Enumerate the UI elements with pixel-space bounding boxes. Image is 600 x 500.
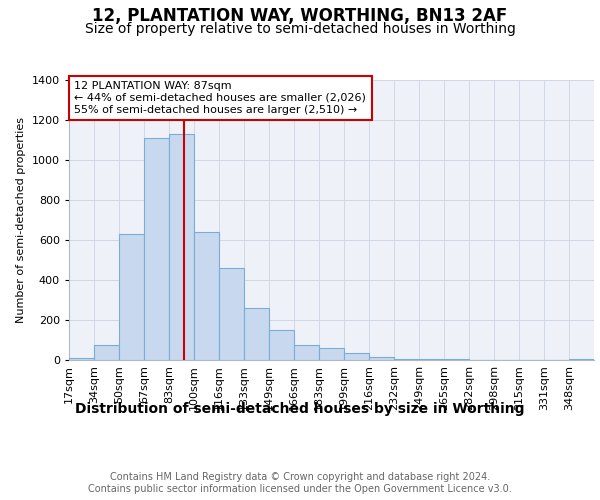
Y-axis label: Number of semi-detached properties: Number of semi-detached properties [16,117,26,323]
Bar [194,232,219,360]
Bar [319,348,344,360]
Bar [369,358,394,360]
Text: 12 PLANTATION WAY: 87sqm
← 44% of semi-detached houses are smaller (2,026)
55% o: 12 PLANTATION WAY: 87sqm ← 44% of semi-d… [74,82,366,114]
Bar [344,353,369,360]
Text: Size of property relative to semi-detached houses in Worthing: Size of property relative to semi-detach… [85,22,515,36]
Bar [569,359,594,360]
Text: Distribution of semi-detached houses by size in Worthing: Distribution of semi-detached houses by … [75,402,525,416]
Bar [169,134,194,360]
Text: Contains HM Land Registry data © Crown copyright and database right 2024.
Contai: Contains HM Land Registry data © Crown c… [88,472,512,494]
Bar [244,308,269,360]
Bar [119,234,144,360]
Bar [94,345,119,360]
Bar [269,330,294,360]
Bar [294,345,319,360]
Bar [419,359,444,360]
Bar [394,359,419,360]
Bar [69,358,94,360]
Bar [219,268,244,360]
Bar [144,138,169,360]
Text: 12, PLANTATION WAY, WORTHING, BN13 2AF: 12, PLANTATION WAY, WORTHING, BN13 2AF [92,8,508,26]
